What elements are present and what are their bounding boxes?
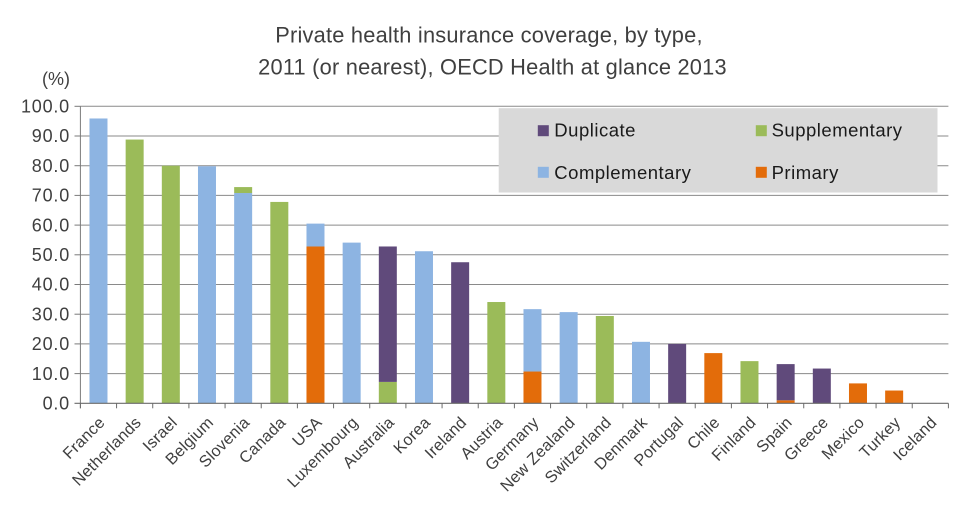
svg-text:2011 (or nearest), OECD Health: 2011 (or nearest), OECD Health at glance… <box>258 55 727 80</box>
svg-text:Supplementary: Supplementary <box>772 120 903 141</box>
svg-text:30.0: 30.0 <box>32 304 70 324</box>
svg-text:20.0: 20.0 <box>32 334 70 354</box>
svg-text:Duplicate: Duplicate <box>554 120 636 141</box>
svg-text:(%): (%) <box>42 69 70 89</box>
svg-text:Private health insurance cover: Private health insurance coverage, by ty… <box>275 23 702 48</box>
svg-text:80.0: 80.0 <box>32 156 70 176</box>
svg-text:40.0: 40.0 <box>32 275 70 295</box>
svg-text:Primary: Primary <box>772 162 839 183</box>
svg-text:10.0: 10.0 <box>32 364 70 384</box>
svg-text:70.0: 70.0 <box>32 186 70 206</box>
svg-text:100.0: 100.0 <box>21 97 70 117</box>
svg-text:Complementary: Complementary <box>554 162 691 183</box>
svg-text:0.0: 0.0 <box>43 394 70 414</box>
svg-text:90.0: 90.0 <box>32 126 70 146</box>
svg-text:60.0: 60.0 <box>32 215 70 235</box>
svg-text:50.0: 50.0 <box>32 245 70 265</box>
